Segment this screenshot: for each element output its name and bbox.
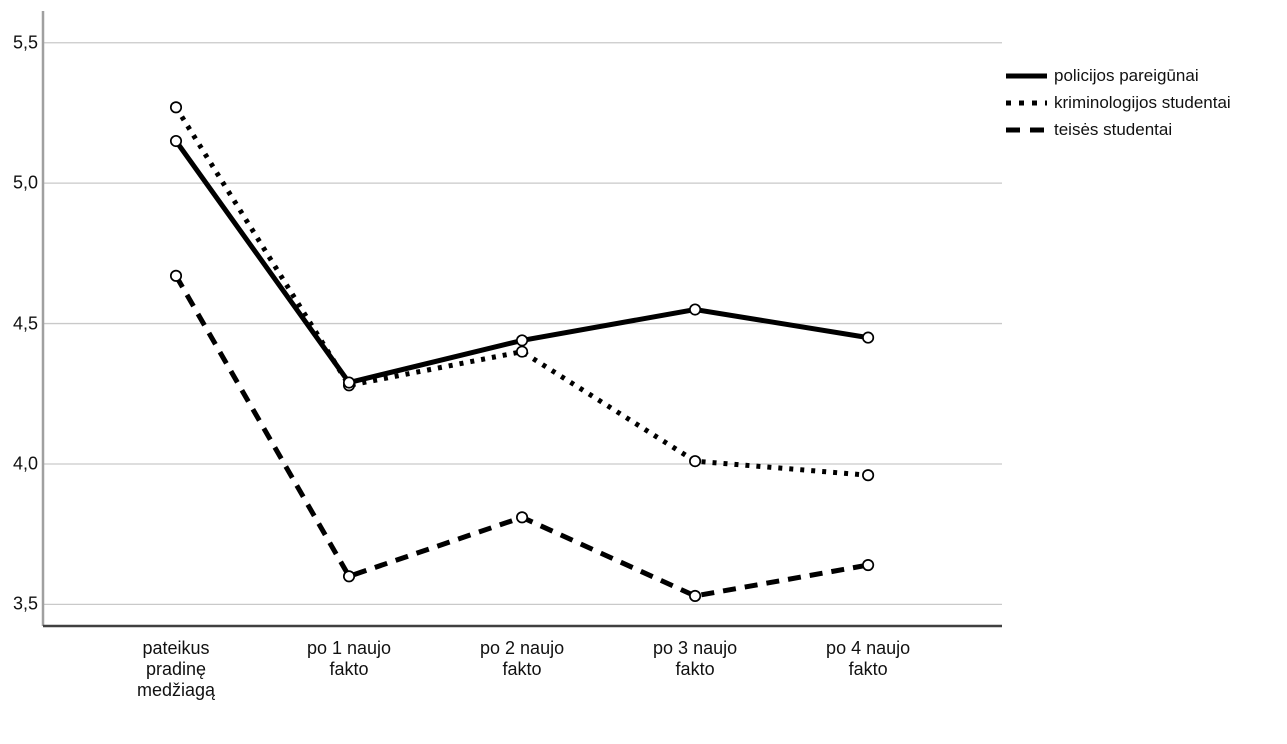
x-category-label: po 2 naujo fakto [480, 638, 565, 679]
marker-solid [169, 134, 183, 148]
legend-label: policijos pareigūnai [1054, 65, 1199, 85]
marker-dashed [689, 589, 702, 603]
x-category-label: pateikus pradinę medžiagą [136, 638, 216, 700]
legend-dotted-line-sample-icon [1006, 100, 1047, 105]
marker-dashed [342, 570, 356, 583]
legend: policijos pareigūnai kriminologijos stude… [1006, 62, 1231, 143]
legend-solid-line-sample-icon [1006, 73, 1047, 78]
x-category-label: po 4 naujo fakto [826, 638, 911, 679]
marker-dotted [516, 345, 529, 358]
marker-dashed [516, 511, 529, 524]
data-point-markers [169, 101, 875, 603]
marker-solid [689, 303, 702, 316]
x-category-label: po 1 naujo fakto [306, 638, 392, 679]
marker-dotted [689, 455, 702, 468]
y-tick-label: 5,0 [12, 172, 38, 193]
y-tick-label: 4,5 [12, 313, 38, 334]
series-line-dotted [173, 106, 869, 478]
legend-item: policijos pareigūnai [1006, 62, 1231, 89]
marker-dashed [169, 269, 183, 282]
marker-dotted [862, 469, 875, 482]
marker-dashed [862, 559, 875, 572]
axes [41, 11, 1002, 628]
legend-dashed-line-sample-icon [1006, 127, 1047, 132]
y-tick-label: 5,5 [12, 32, 38, 53]
marker-solid [862, 331, 875, 344]
legend-label: teisės studentai [1054, 119, 1173, 139]
marker-solid [342, 376, 356, 389]
legend-label: kriminologijos studentai [1054, 92, 1231, 112]
y-tick-label: 3,5 [12, 593, 38, 614]
x-category-label: po 3 naujo fakto [653, 638, 738, 679]
marker-dotted [169, 101, 183, 114]
marker-solid [516, 334, 529, 347]
legend-item: teisės studentai [1006, 116, 1231, 143]
legend-item: kriminologijos studentai [1006, 89, 1231, 116]
y-tick-label: 4,0 [12, 453, 38, 474]
